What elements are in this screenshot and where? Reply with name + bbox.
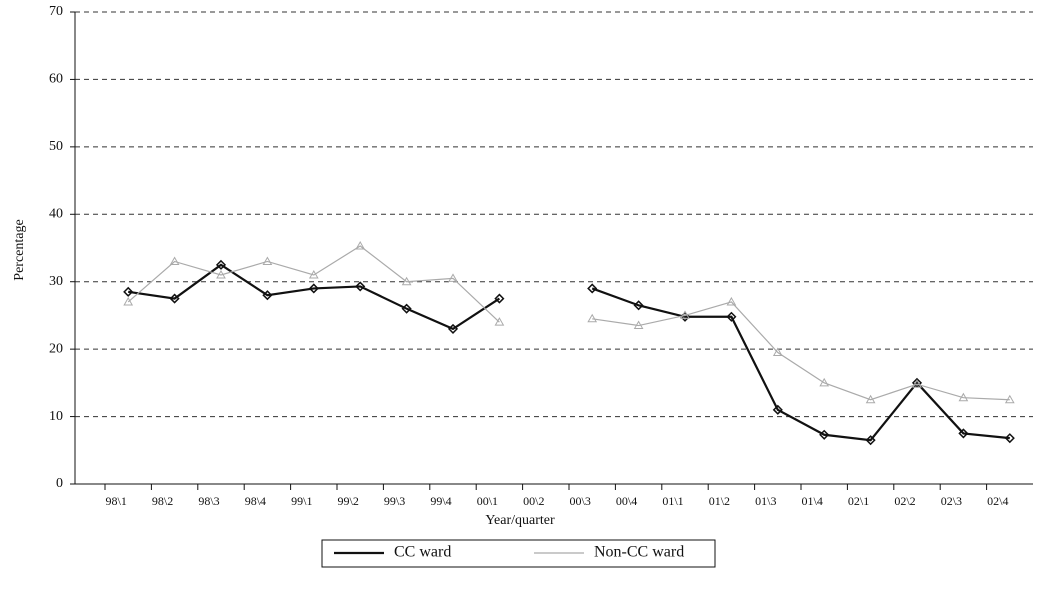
marker (169, 293, 180, 304)
marker (912, 379, 922, 388)
marker (308, 283, 319, 294)
y-tick-label: 50 (49, 139, 63, 154)
x-tick-label: 00\2 (523, 494, 544, 508)
series-line (128, 263, 1010, 442)
y-tick-label: 70 (49, 4, 63, 19)
y-axis-label: Percentage (12, 219, 27, 280)
marker (726, 296, 737, 306)
x-tick-label: 01\2 (709, 494, 730, 508)
x-tick-label: 02\3 (941, 494, 962, 508)
marker (865, 435, 876, 446)
marker (587, 283, 598, 294)
marker (633, 300, 644, 311)
x-tick-label: 02\4 (987, 494, 1008, 508)
marker (958, 428, 969, 439)
x-tick-label: 02\1 (848, 494, 869, 508)
x-tick-label: 99\3 (384, 494, 405, 508)
marker (494, 293, 505, 304)
marker (401, 303, 412, 314)
x-tick-label: 01\4 (802, 494, 823, 508)
marker (587, 313, 598, 323)
marker (819, 429, 830, 440)
x-tick-label: 98\2 (152, 494, 173, 508)
marker (355, 281, 366, 292)
marker (448, 273, 458, 282)
marker (308, 269, 319, 279)
marker (772, 404, 783, 415)
marker (215, 259, 227, 270)
marker (726, 311, 737, 322)
marker (262, 290, 273, 301)
x-tick-label: 00\3 (570, 494, 591, 508)
x-tick-label: 99\4 (430, 494, 451, 508)
x-tick-label: 98\1 (106, 494, 127, 508)
x-tick-label: 99\1 (291, 494, 312, 508)
marker (355, 240, 366, 250)
marker (1004, 394, 1015, 404)
legend-box (321, 539, 716, 568)
x-tick-label: 98\3 (198, 494, 219, 508)
marker (633, 320, 644, 330)
marker (772, 347, 783, 357)
x-tick-label: 98\4 (245, 494, 266, 508)
marker (1004, 433, 1015, 444)
x-tick-label: 99\2 (338, 494, 359, 508)
legend-label: Non-CC ward (594, 544, 684, 561)
marker (680, 310, 690, 319)
marker (958, 392, 969, 402)
series-line (127, 245, 1010, 401)
y-tick-label: 60 (49, 72, 63, 87)
marker (494, 317, 505, 326)
x-tick-label: 01\1 (662, 494, 683, 508)
x-tick-label: 01\3 (755, 494, 776, 508)
y-tick-label: 30 (49, 274, 63, 289)
marker (401, 276, 412, 286)
marker (819, 377, 830, 387)
marker (216, 269, 226, 279)
y-tick-label: 0 (56, 476, 63, 491)
marker (169, 256, 180, 265)
y-tick-label: 10 (49, 409, 63, 424)
marker (447, 323, 459, 334)
x-tick-label: 00\4 (616, 494, 637, 508)
marker (123, 296, 134, 306)
x-tick-label: 00\1 (477, 494, 498, 508)
y-tick-label: 40 (49, 207, 63, 222)
x-axis-label: Year/quarter (485, 513, 555, 528)
marker (123, 286, 134, 297)
x-tick-label: 02\2 (894, 494, 915, 508)
marker (262, 256, 273, 265)
y-tick-label: 20 (49, 341, 63, 356)
legend-label: CC ward (394, 544, 451, 561)
marker (865, 394, 876, 404)
